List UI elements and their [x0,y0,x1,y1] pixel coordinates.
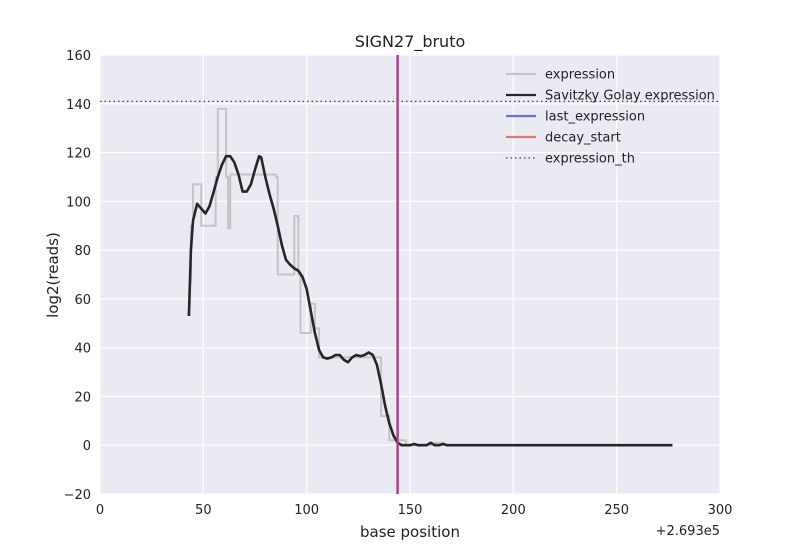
savitzky-golay-line [187,154,673,447]
legend-label-4: expression_th [545,152,635,167]
grid [99,54,721,495]
y-tick-label-4: 60 [74,293,91,308]
x-ticks: 0 50 100 150 200 250 300 [96,503,733,518]
y-tick-label-1: 0 [83,439,91,454]
x-tick-label-6: 300 [708,503,733,518]
x-axis-label: base position [360,523,460,541]
y-tick-label-9: 160 [66,49,91,64]
x-tick-label-0: 0 [96,503,104,518]
series-layer [100,55,720,494]
y-axis-label: log2(reads) [44,232,62,318]
x-tick-label-4: 200 [501,503,526,518]
y-ticks: −20 0 20 40 60 80 100 120 140 160 [64,49,91,503]
y-tick-label-6: 100 [66,195,91,210]
legend-label-1: Savitzky Golay expression [545,89,715,104]
y-tick-label-2: 20 [74,390,91,405]
chart-title: SIGN27_bruto [355,32,466,52]
legend-label-3: decay_start [545,131,621,146]
legend-label-0: expression [545,68,615,83]
x-tick-label-2: 100 [294,503,319,518]
y-tick-label-8: 140 [66,98,91,113]
x-tick-label-1: 50 [195,503,212,518]
legend: expression Savitzky Golay expression last_… [506,68,715,167]
y-tick-label-0: −20 [64,488,91,503]
legend-label-2: last_expression [545,110,645,125]
x-tick-label-3: 150 [398,503,423,518]
y-tick-label-3: 40 [74,342,91,357]
x-offset-label: +2.693e5 [656,524,720,539]
y-tick-label-7: 120 [66,147,91,162]
y-tick-label-5: 80 [74,244,91,259]
x-tick-label-5: 250 [604,503,629,518]
